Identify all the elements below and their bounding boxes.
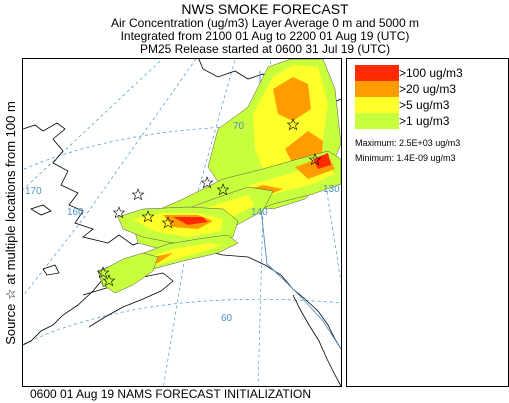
- legend-label-20: >20 ug/m3: [399, 82, 457, 96]
- forecast-init-footer: 0600 01 Aug 19 NAMS FORECAST INITIALIZAT…: [30, 387, 311, 401]
- smoke-map: 70 60 170 160 140 130: [22, 58, 342, 387]
- release-line: PM25 Release started at 0600 31 Jul 19 (…: [139, 42, 391, 56]
- nunivak-island: [42, 264, 60, 276]
- lon-130-label: 130: [323, 184, 340, 195]
- source-side-label: Source ☆ at multiple locations from 100 …: [0, 58, 22, 388]
- lat-70-label: 70: [233, 121, 245, 132]
- map-title: NWS SMOKE FORECAST: [181, 1, 349, 17]
- fire-source-markers: [96, 118, 322, 287]
- lat-60-label: 60: [221, 313, 233, 324]
- meridian-150: [163, 59, 236, 386]
- meridian-170: [23, 59, 163, 191]
- legend-swatch-100: [355, 65, 399, 81]
- st-lawrence-island: [30, 204, 52, 216]
- latitude-line-60: [23, 298, 341, 345]
- legend-label-1: >1 ug/m3: [399, 114, 450, 128]
- southeast-panhandle: [292, 294, 341, 386]
- lon-140-label: 140: [251, 207, 268, 218]
- smoke-plume-southwest: [117, 206, 239, 246]
- meridian-160: [23, 59, 197, 297]
- integration-line: Integrated from 2100 01 Aug to 2200 01 A…: [120, 29, 410, 43]
- legend-swatch-5: [355, 97, 399, 113]
- lon-170-label: 170: [25, 186, 42, 197]
- source-label-text: Source ☆ at multiple locations from 100 …: [3, 101, 18, 345]
- legend-minimum: Minimum: 1.4E-09 ug/m3: [355, 153, 456, 163]
- legend-maximum: Maximum: 2.5E+03 ug/m3: [355, 138, 461, 148]
- legend-swatch-1: [355, 113, 399, 129]
- latitude-line-70: [23, 125, 341, 170]
- legend-swatch-20: [355, 81, 399, 97]
- concentration-line: Air Concentration (ug/m3) Layer Average …: [111, 16, 419, 30]
- smoke-plume-aleutian: [100, 252, 159, 294]
- lon-160-label: 160: [67, 207, 84, 218]
- legend-label-100: >100 ug/m3: [399, 66, 463, 80]
- legend-label-5: >5 ug/m3: [399, 98, 450, 112]
- concentration-legend: >100 ug/m3 >20 ug/m3 >5 ug/m3 >1 ug/m3 M…: [346, 58, 509, 387]
- map-canvas: 70 60 170 160 140 130: [23, 59, 341, 386]
